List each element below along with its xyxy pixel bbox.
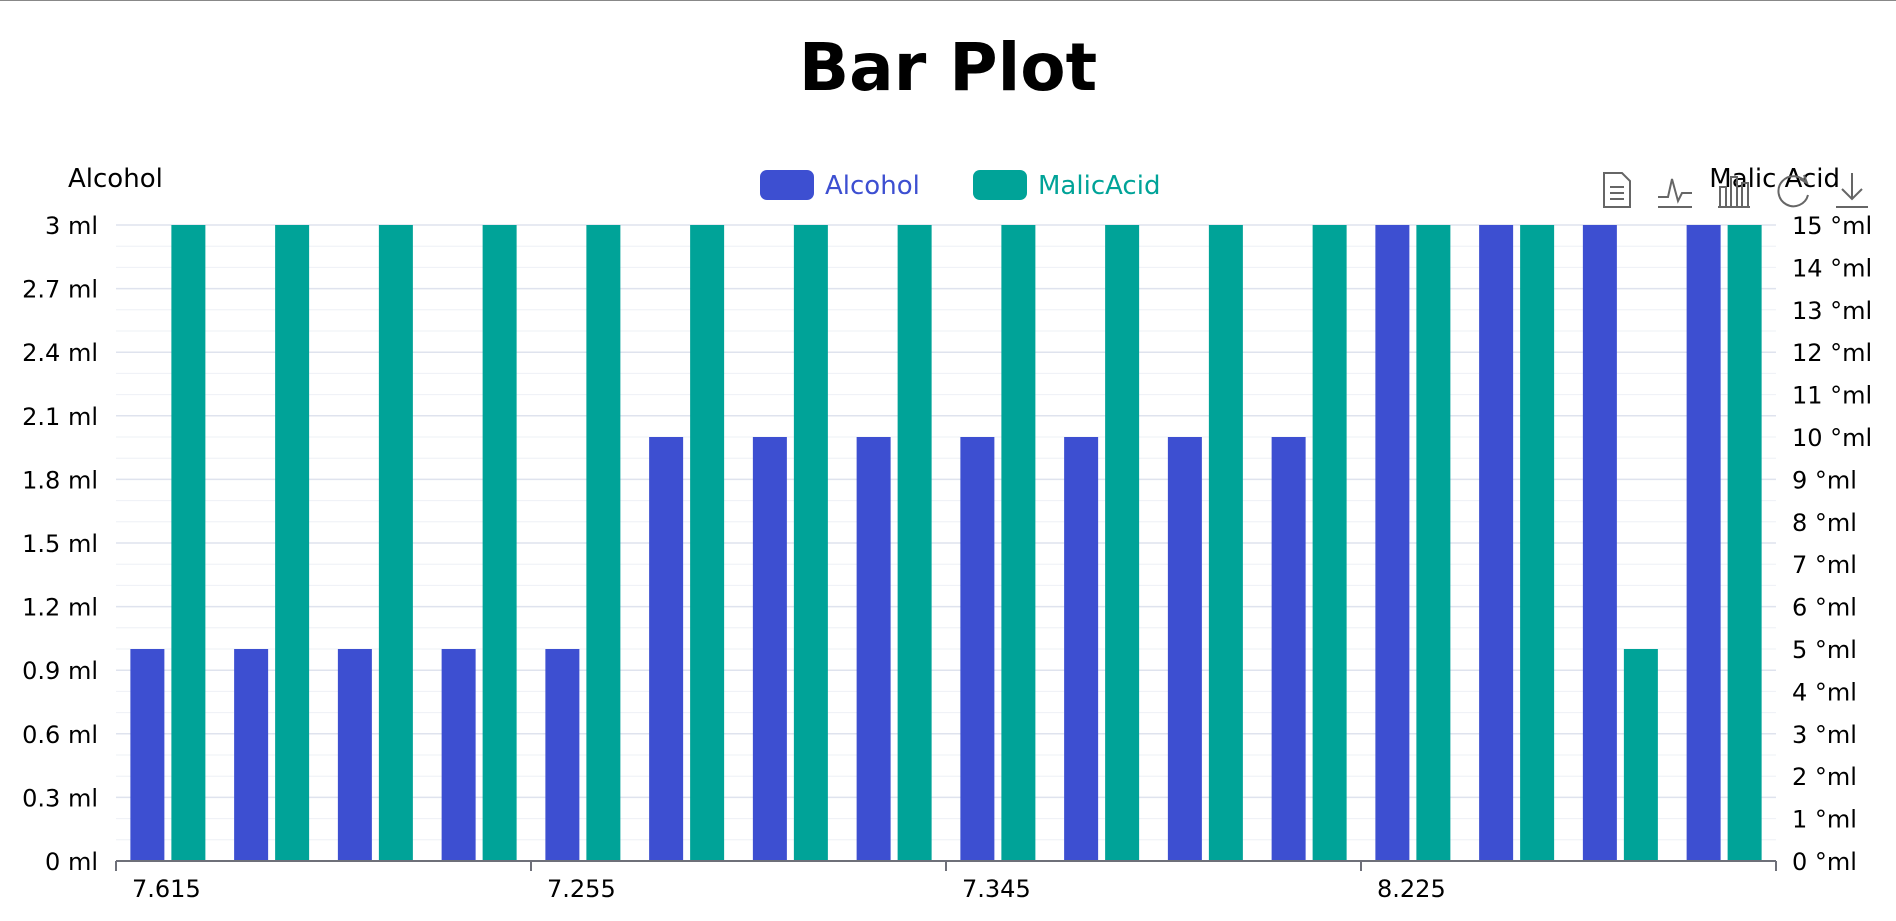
bar-malicacid-13[interactable] [1520,225,1555,861]
bar-malicacid-12[interactable] [1416,225,1451,861]
bar-alcohol-0[interactable] [130,649,165,861]
x-tick-label: 7.345 [962,875,1031,903]
y-right-tick-label: 13 °ml [1792,297,1872,325]
y-right-tick-label: 3 °ml [1792,721,1857,749]
bar-malicacid-14[interactable] [1623,649,1658,861]
bar-alcohol-7[interactable] [856,437,891,861]
legend-swatch-alcohol[interactable] [760,170,814,200]
y-left-tick-label: 2.1 ml [22,403,98,431]
bar-malicacid-15[interactable] [1727,225,1762,861]
bar-chart-icon[interactable] [1718,176,1750,208]
y-left-tick-label: 0.6 ml [22,721,98,749]
bar-alcohol-13[interactable] [1479,225,1514,861]
bar-malicacid-4[interactable] [586,225,621,861]
bar-malicacid-10[interactable] [1208,225,1243,861]
restore-icon[interactable] [1777,174,1809,208]
bar-alcohol-9[interactable] [1064,437,1099,861]
y-right-tick-label: 14 °ml [1792,254,1872,282]
bar-alcohol-12[interactable] [1375,225,1410,861]
bar-malicacid-9[interactable] [1105,225,1140,861]
bar-malicacid-3[interactable] [482,225,517,861]
y-left-axis-name: Alcohol [68,164,163,194]
y-right-tick-label: 0 °ml [1792,848,1857,876]
y-right-tick-label: 11 °ml [1792,382,1872,410]
x-tick-label: 7.255 [547,875,616,903]
y-right-tick-label: 8 °ml [1792,509,1857,537]
legend-label-malicacid[interactable]: MalicAcid [1038,171,1160,201]
bar-alcohol-6[interactable] [752,437,787,861]
bar-malicacid-8[interactable] [1001,225,1036,861]
y-right-tick-label: 12 °ml [1792,339,1872,367]
legend-swatch-malicacid[interactable] [973,170,1027,200]
y-right-tick-label: 5 °ml [1792,636,1857,664]
y-right-tick-label: 7 °ml [1792,551,1857,579]
data-view-icon[interactable] [1603,172,1631,208]
y-right-tick-label: 15 °ml [1792,212,1872,240]
y-right-tick-label: 6 °ml [1792,594,1857,622]
bar-alcohol-5[interactable] [649,437,684,861]
y-left-tick-label: 2.7 ml [22,276,98,304]
y-right-tick-label: 2 °ml [1792,763,1857,791]
x-tick-label: 7.615 [132,875,201,903]
bar-alcohol-15[interactable] [1686,225,1721,861]
download-icon[interactable] [1836,173,1868,208]
bar-alcohol-14[interactable] [1582,225,1617,861]
line-chart-icon[interactable] [1658,178,1692,208]
y-left-tick-label: 3 ml [45,212,98,240]
bar-alcohol-1[interactable] [234,649,269,861]
y-right-tick-label: 9 °ml [1792,466,1857,494]
y-right-tick-label: 4 °ml [1792,678,1857,706]
bar-malicacid-1[interactable] [275,225,310,861]
bar-alcohol-11[interactable] [1271,437,1306,861]
bar-malicacid-2[interactable] [378,225,413,861]
bar-malicacid-11[interactable] [1312,225,1347,861]
chart-title: Bar Plot [798,29,1098,106]
legend-label-alcohol[interactable]: Alcohol [825,171,920,201]
bar-alcohol-4[interactable] [545,649,580,861]
bar-malicacid-0[interactable] [171,225,206,861]
bar-malicacid-7[interactable] [897,225,932,861]
y-left-tick-label: 0.9 ml [22,657,98,685]
y-left-tick-label: 1.2 ml [22,594,98,622]
y-left-tick-label: 1.8 ml [22,466,98,494]
x-tick-label: 8.225 [1377,875,1446,903]
y-right-axis-name: Malic Acid [1709,164,1840,194]
bar-alcohol-3[interactable] [441,649,476,861]
y-right-tick-label: 1 °ml [1792,806,1857,834]
y-left-tick-label: 0.3 ml [22,784,98,812]
y-left-tick-label: 0 ml [45,848,98,876]
bar-alcohol-2[interactable] [337,649,372,861]
bar-malicacid-5[interactable] [690,225,725,861]
bar-alcohol-10[interactable] [1167,437,1202,861]
y-right-tick-label: 10 °ml [1792,424,1872,452]
bar-alcohol-8[interactable] [960,437,995,861]
y-left-tick-label: 2.4 ml [22,339,98,367]
y-left-tick-label: 1.5 ml [22,530,98,558]
bar-malicacid-6[interactable] [793,225,828,861]
